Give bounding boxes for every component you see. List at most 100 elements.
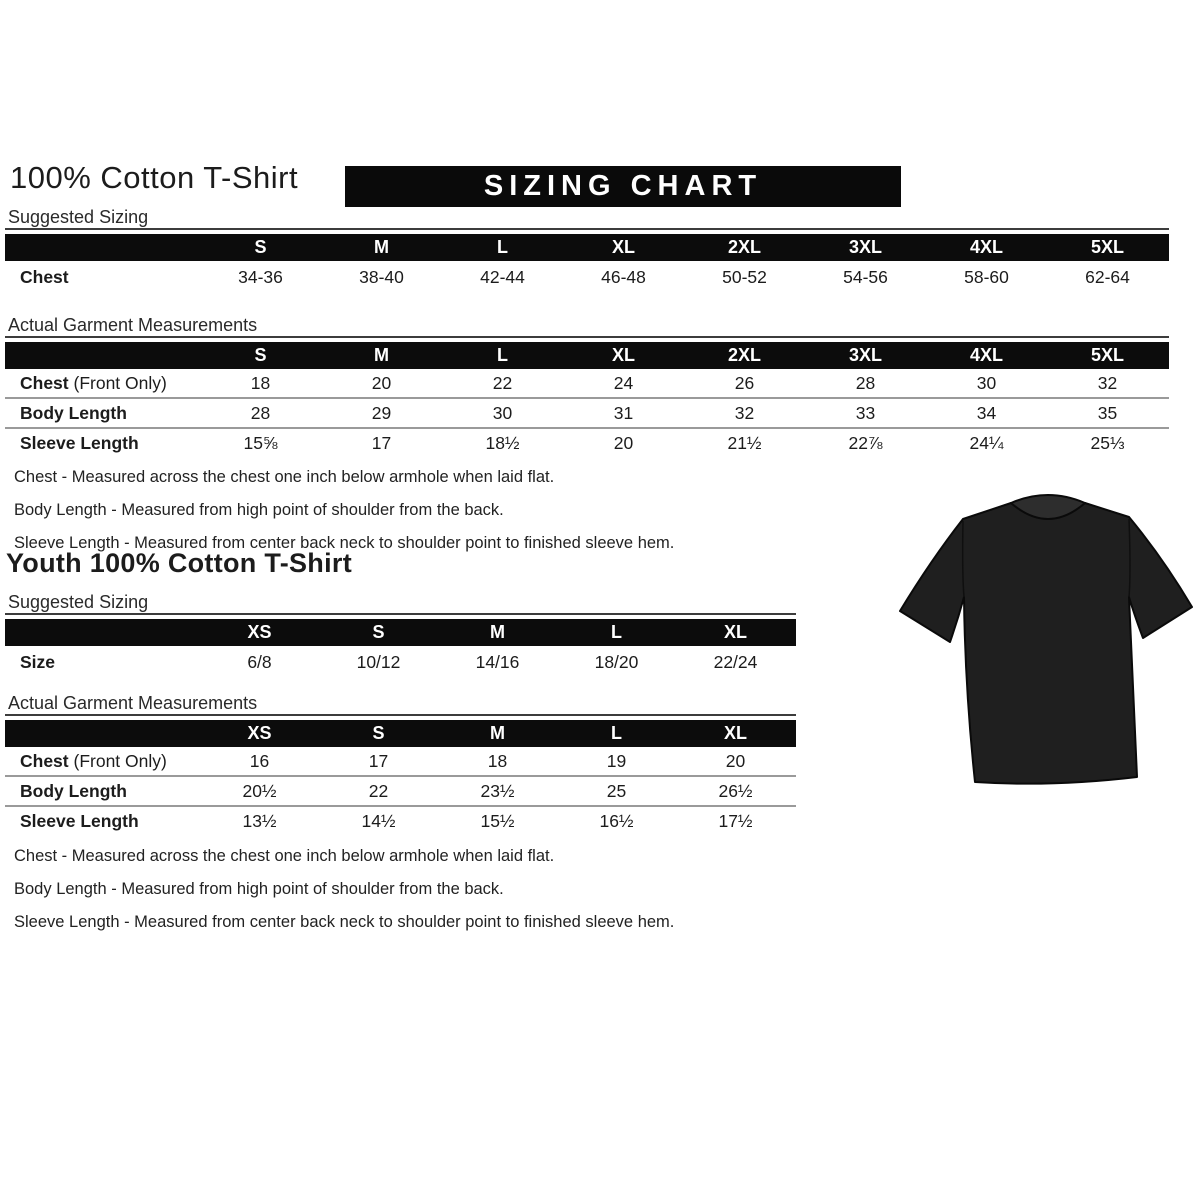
table-cell: 25 bbox=[606, 780, 627, 801]
table-cell: 18½ bbox=[485, 432, 520, 453]
table-row: Chest 34-36 38-40 42-44 46-48 50-52 54-5… bbox=[5, 261, 1169, 293]
table-cell: 15⅝ bbox=[243, 432, 278, 453]
size-header: M bbox=[374, 237, 389, 257]
note-body-length: Body Length - Measured from high point o… bbox=[14, 880, 504, 898]
adult-actual-measurements-label: Actual Garment Measurements bbox=[8, 315, 258, 335]
tshirt-graphic bbox=[899, 494, 1193, 785]
table-cell: 14/16 bbox=[475, 651, 520, 672]
size-header: M bbox=[374, 345, 389, 365]
size-header: 2XL bbox=[727, 237, 761, 257]
size-header: 5XL bbox=[1090, 345, 1124, 365]
table-cell: 22⅞ bbox=[848, 432, 883, 453]
size-header: 3XL bbox=[848, 345, 882, 365]
adult-suggested-header-row: S M L XL 2XL 3XL 4XL 5XL bbox=[5, 234, 1169, 261]
size-header: XS bbox=[247, 723, 272, 743]
row-label-suffix: (Front Only) bbox=[68, 372, 167, 393]
row-label: Chest (Front Only) bbox=[5, 751, 200, 772]
size-header: S bbox=[254, 237, 267, 257]
table-top-rule bbox=[5, 228, 1169, 230]
size-header: L bbox=[611, 622, 622, 642]
size-header: 2XL bbox=[727, 345, 761, 365]
table-cell: 18 bbox=[487, 750, 508, 771]
row-label-main: Chest bbox=[20, 750, 69, 771]
size-header: L bbox=[497, 237, 508, 257]
size-header: 4XL bbox=[969, 237, 1003, 257]
table-row: Sleeve Length 15⅝ 17 18½ 20 21½ 22⅞ 24¼ … bbox=[5, 429, 1169, 457]
size-header: S bbox=[372, 723, 385, 743]
table-row: Body Length 20½ 22 23½ 25 26½ bbox=[5, 777, 796, 805]
table-cell: 16 bbox=[249, 750, 270, 771]
table-cell: 31 bbox=[613, 402, 634, 423]
row-label: Body Length bbox=[20, 402, 127, 423]
size-header: XL bbox=[723, 723, 747, 743]
note-chest: Chest - Measured across the chest one in… bbox=[14, 847, 555, 865]
table-top-rule bbox=[5, 613, 796, 615]
table-cell: 34-36 bbox=[238, 266, 283, 287]
table-cell: 30 bbox=[492, 402, 513, 423]
page-title: 100% Cotton T-Shirt bbox=[10, 160, 299, 195]
youth-actual-measurements-label: Actual Garment Measurements bbox=[8, 693, 258, 713]
table-cell: 42-44 bbox=[480, 266, 525, 287]
table-cell: 17 bbox=[371, 432, 392, 453]
size-header: 4XL bbox=[969, 345, 1003, 365]
size-header: XS bbox=[247, 622, 272, 642]
row-label-suffix: (Front Only) bbox=[68, 750, 167, 771]
adult-suggested-sizing-table: S M L XL 2XL 3XL 4XL 5XL Chest 34-36 38-… bbox=[5, 228, 1169, 293]
adult-actual-measurements-table: S M L XL 2XL 3XL 4XL 5XL Chest (Front On… bbox=[5, 336, 1169, 457]
table-cell: 34 bbox=[976, 402, 997, 423]
table-cell: 32 bbox=[734, 402, 755, 423]
table-cell: 46-48 bbox=[601, 266, 646, 287]
youth-actual-header-row: XS S M L XL bbox=[5, 720, 796, 747]
black-tshirt-image bbox=[893, 483, 1199, 805]
row-separator bbox=[5, 805, 796, 807]
table-cell: 21½ bbox=[727, 432, 762, 453]
size-header: XL bbox=[611, 345, 635, 365]
size-header: M bbox=[490, 622, 505, 642]
table-cell: 22 bbox=[492, 372, 513, 393]
size-header: M bbox=[490, 723, 505, 743]
size-header: 3XL bbox=[848, 237, 882, 257]
table-cell: 22/24 bbox=[713, 651, 758, 672]
table-row: Sleeve Length 13½ 14½ 15½ 16½ 17½ bbox=[5, 807, 796, 835]
row-label: Body Length bbox=[20, 780, 127, 801]
table-cell: 32 bbox=[1097, 372, 1118, 393]
adult-actual-header-row: S M L XL 2XL 3XL 4XL 5XL bbox=[5, 342, 1169, 369]
table-cell: 14½ bbox=[361, 810, 396, 831]
table-cell: 18 bbox=[250, 372, 271, 393]
table-cell: 17½ bbox=[718, 810, 753, 831]
table-cell: 54-56 bbox=[843, 266, 888, 287]
table-cell: 62-64 bbox=[1085, 266, 1130, 287]
table-cell: 28 bbox=[250, 402, 271, 423]
youth-title: Youth 100% Cotton T-Shirt bbox=[6, 548, 352, 578]
table-cell: 38-40 bbox=[359, 266, 404, 287]
note-chest: Chest - Measured across the chest one in… bbox=[14, 468, 555, 486]
table-cell: 33 bbox=[855, 402, 876, 423]
row-separator bbox=[5, 775, 796, 777]
table-top-rule bbox=[5, 714, 796, 716]
size-header: S bbox=[254, 345, 267, 365]
row-label: Sleeve Length bbox=[20, 432, 139, 453]
table-cell: 13½ bbox=[242, 810, 277, 831]
row-label: Size bbox=[20, 651, 56, 672]
size-header: L bbox=[611, 723, 622, 743]
size-header: XL bbox=[611, 237, 635, 257]
adult-suggested-sizing-label: Suggested Sizing bbox=[8, 207, 149, 227]
table-top-rule bbox=[5, 336, 1169, 338]
table-cell: 19 bbox=[606, 750, 627, 771]
row-separator bbox=[5, 397, 1169, 399]
table-row: Chest (Front Only) 18 20 22 24 26 28 30 … bbox=[5, 369, 1169, 397]
table-cell: 10/12 bbox=[356, 651, 401, 672]
table-cell: 50-52 bbox=[722, 266, 767, 287]
adult-measurement-notes: Chest - Measured across the chest one in… bbox=[14, 461, 674, 560]
table-row: Chest (Front Only) 16 17 18 19 20 bbox=[5, 747, 796, 775]
youth-suggested-sizing-label: Suggested Sizing bbox=[8, 592, 149, 612]
table-cell: 24¼ bbox=[969, 432, 1004, 453]
table-cell: 20 bbox=[613, 432, 634, 453]
table-cell: 23½ bbox=[480, 780, 515, 801]
table-row: Body Length 28 29 30 31 32 33 34 35 bbox=[5, 399, 1169, 427]
table-cell: 28 bbox=[855, 372, 876, 393]
table-cell: 6/8 bbox=[247, 651, 272, 672]
row-label-main: Chest bbox=[20, 372, 69, 393]
sizing-chart-banner: SIZING CHART bbox=[345, 166, 901, 207]
